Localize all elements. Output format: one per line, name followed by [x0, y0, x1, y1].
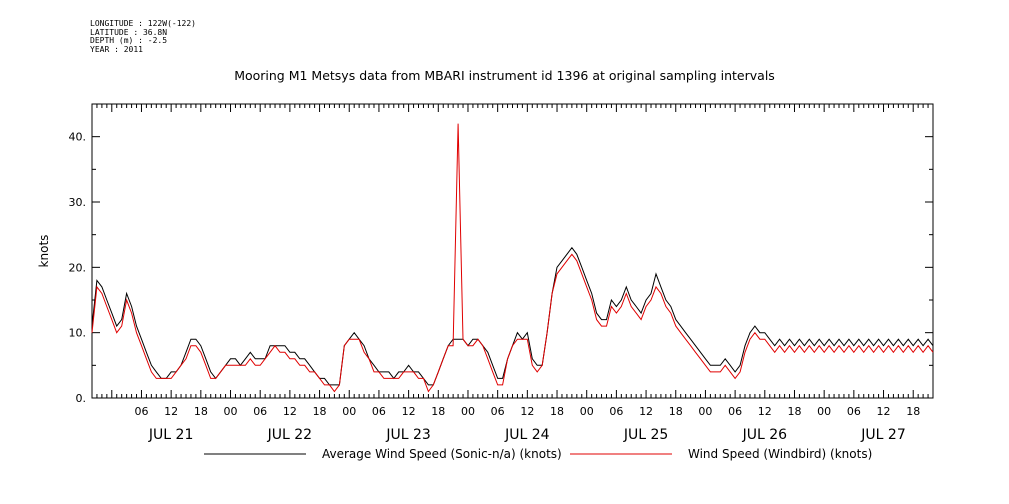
y-tick-label: 40.	[69, 131, 87, 144]
x-tick-label: 12	[758, 405, 772, 418]
x-tick-label: 12	[283, 405, 297, 418]
y-tick-labels: 0. 10. 20. 30. 40.	[69, 131, 87, 405]
x-tick-label: 12	[164, 405, 178, 418]
x-tick-label: 18	[194, 405, 208, 418]
x-tick-label: 06	[491, 405, 505, 418]
x-tick-labels: 06 12 18 00 06 12 18 00 06 12 18 00 06 12 18 00 06 12 18 00…	[134, 405, 920, 418]
series-lines	[91, 123, 934, 393]
legend-label-windbird: Wind Speed (Windbird) (knots)	[688, 447, 873, 461]
day-label: JUL 25	[623, 427, 668, 443]
x-tick-label: 18	[431, 405, 445, 418]
x-tick-label: 06	[609, 405, 623, 418]
x-tick-label: 00	[342, 405, 356, 418]
x-tick-label: 06	[728, 405, 742, 418]
x-tick-label: 12	[402, 405, 416, 418]
x-tick-label: 00	[580, 405, 594, 418]
x-tick-label: 00	[817, 405, 831, 418]
x-tick-label: 00	[224, 405, 238, 418]
x-tick-label: 12	[639, 405, 653, 418]
legend-label-average-sonic: Average Wind Speed (Sonic-n/a) (knots)	[322, 447, 562, 461]
chart-title: Mooring M1 Metsys data from MBARI instru…	[234, 68, 775, 83]
x-tick-label: 06	[847, 405, 861, 418]
x-tick-label: 06	[134, 405, 148, 418]
x-tick-label: 00	[698, 405, 712, 418]
x-tick-label: 06	[372, 405, 386, 418]
axis-ticks	[91, 103, 934, 399]
x-tick-label: 18	[313, 405, 327, 418]
x-tick-label: 12	[520, 405, 534, 418]
metadata-block: LONGITUDE : 122W(-122) LATITUDE : 36.8N …	[90, 19, 196, 54]
latitude-label: LATITUDE : 36.8N	[90, 27, 168, 37]
x-tick-label: 18	[550, 405, 564, 418]
day-label: JUL 27	[860, 427, 905, 443]
day-label: JUL 26	[742, 427, 788, 443]
y-tick-label: 10.	[69, 327, 87, 340]
x-tick-label: 12	[877, 405, 891, 418]
depth-label: DEPTH (m) : -2.5	[90, 36, 168, 45]
x-tick-label: 18	[906, 405, 920, 418]
series-line-average-sonic	[91, 246, 934, 386]
x-tick-label: 00	[461, 405, 475, 418]
x-tick-label: 18	[669, 405, 683, 418]
day-label: JUL 22	[267, 427, 312, 443]
day-labels: JUL 21 JUL 22 JUL 23 JUL 24 JUL 25 JUL 26 JUL …	[148, 427, 906, 443]
longitude-label: LONGITUDE : 122W(-122)	[90, 19, 196, 28]
y-axis-label: knots	[37, 235, 51, 268]
y-tick-label: 30.	[69, 196, 87, 209]
year-label: YEAR : 2011	[90, 44, 143, 54]
day-label: JUL 21	[148, 427, 193, 443]
x-tick-label: 18	[787, 405, 801, 418]
day-label: JUL 23	[385, 427, 430, 443]
y-tick-label: 0.	[76, 392, 87, 405]
series-line-windbird	[91, 123, 934, 393]
x-tick-label: 06	[253, 405, 267, 418]
plot-frame	[91, 103, 934, 399]
day-label: JUL 24	[504, 427, 550, 443]
y-tick-label: 20.	[69, 261, 87, 274]
